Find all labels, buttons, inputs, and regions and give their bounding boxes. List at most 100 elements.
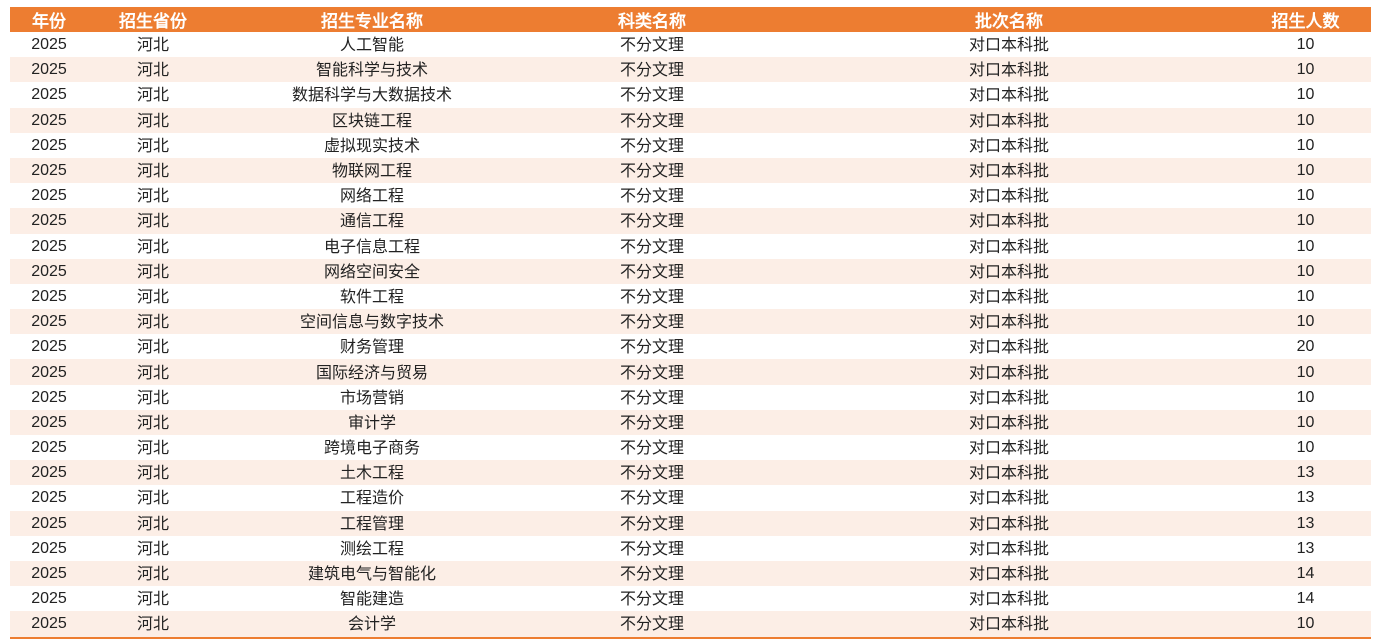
cell-quota: 10 — [1240, 208, 1371, 234]
cell-batch: 对口本科批 — [968, 538, 1049, 558]
cell-year: 2025 — [31, 187, 67, 205]
cell-major: 测绘工程 — [339, 538, 404, 558]
cell-province: 河北 — [136, 35, 169, 55]
cell-quota: 13 — [1240, 510, 1371, 536]
cell-year: 2025 — [31, 237, 67, 255]
cell-year: 2025 — [10, 560, 88, 587]
cell-batch: 对口本科批 — [778, 208, 1240, 234]
cell-quota: 10 — [1240, 409, 1371, 435]
cell-year: 2025 — [31, 388, 67, 406]
cell-batch: 对口本科批 — [968, 236, 1049, 256]
cell-year: 2025 — [31, 287, 67, 305]
cell-batch: 对口本科批 — [968, 286, 1049, 306]
cell-quota: 10 — [1296, 388, 1315, 406]
cell-year: 2025 — [31, 136, 67, 154]
cell-batch: 对口本科批 — [778, 157, 1240, 184]
cell-quota: 10 — [1296, 287, 1315, 305]
cell-year: 2025 — [10, 611, 88, 639]
cell-batch: 对口本科批 — [778, 57, 1240, 83]
cell-quota: 10 — [1296, 86, 1315, 104]
cell-year: 2025 — [31, 489, 67, 507]
cell-category: 不分文理 — [526, 107, 778, 133]
cell-major: 电子信息工程 — [323, 236, 420, 256]
cell-major: 审计学 — [218, 409, 526, 435]
cell-year: 2025 — [31, 338, 67, 356]
cell-province: 河北 — [136, 135, 169, 155]
cell-major: 财务管理 — [339, 337, 404, 357]
cell-province: 河北 — [136, 438, 169, 458]
table-row: 2025 河北 电子信息工程 不分文理 对口本科批 10 — [10, 234, 1371, 259]
cell-province: 河北 — [136, 337, 169, 357]
table-row: 2025 河北 工程造价 不分文理 对口本科批 13 — [10, 485, 1371, 510]
cell-category: 不分文理 — [619, 35, 684, 55]
table-row: 2025 河北 通信工程 不分文理 对口本科批 10 — [10, 208, 1371, 234]
cell-quota: 10 — [1240, 107, 1371, 133]
cell-batch: 对口本科批 — [778, 460, 1240, 486]
table-row: 2025 河北 土木工程 不分文理 对口本科批 13 — [10, 460, 1371, 486]
cell-major: 软件工程 — [339, 286, 404, 306]
cell-category: 不分文理 — [526, 460, 778, 486]
table-row: 2025 河北 跨境电子商务 不分文理 对口本科批 10 — [10, 435, 1371, 460]
cell-quota: 13 — [1296, 539, 1315, 557]
cell-batch: 对口本科批 — [968, 135, 1049, 155]
cell-major: 会计学 — [218, 611, 526, 639]
cell-batch: 对口本科批 — [778, 409, 1240, 435]
cell-quota: 10 — [1240, 359, 1371, 385]
table-row: 2025 河北 市场营销 不分文理 对口本科批 10 — [10, 385, 1371, 410]
cell-year: 2025 — [31, 86, 67, 104]
cell-category: 不分文理 — [619, 337, 684, 357]
cell-batch: 对口本科批 — [968, 438, 1049, 458]
cell-province: 河北 — [136, 488, 169, 508]
cell-quota: 10 — [1240, 157, 1371, 184]
table-row: 2025 河北 智能建造 不分文理 对口本科批 14 — [10, 586, 1371, 611]
cell-province: 河北 — [88, 57, 218, 83]
column-header-quota: 招生人数 — [1240, 7, 1371, 32]
cell-major: 虚拟现实技术 — [323, 135, 420, 155]
cell-province: 河北 — [136, 186, 169, 206]
cell-category: 不分文理 — [619, 186, 684, 206]
header-row: 年份 招生省份 招生专业名称 科类名称 批次名称 招生人数 — [10, 7, 1371, 32]
cell-province: 河北 — [88, 258, 218, 284]
cell-batch: 对口本科批 — [778, 107, 1240, 133]
table-row: 2025 河北 数据科学与大数据技术 不分文理 对口本科批 10 — [10, 82, 1371, 107]
cell-batch: 对口本科批 — [968, 589, 1049, 609]
table-row: 2025 河北 智能科学与技术 不分文理 对口本科批 10 — [10, 57, 1371, 83]
cell-quota: 10 — [1240, 309, 1371, 335]
cell-category: 不分文理 — [526, 510, 778, 536]
cell-major: 跨境电子商务 — [323, 438, 420, 458]
cell-year: 2025 — [31, 439, 67, 457]
cell-category: 不分文理 — [526, 258, 778, 284]
cell-category: 不分文理 — [619, 85, 684, 105]
cell-batch: 对口本科批 — [968, 337, 1049, 357]
cell-province: 河北 — [88, 157, 218, 184]
table-row: 2025 河北 网络工程 不分文理 对口本科批 10 — [10, 183, 1371, 208]
column-header-province: 招生省份 — [88, 7, 218, 32]
cell-batch: 对口本科批 — [778, 359, 1240, 385]
cell-province: 河北 — [88, 510, 218, 536]
cell-category: 不分文理 — [619, 538, 684, 558]
cell-quota: 14 — [1240, 560, 1371, 587]
cell-major: 土木工程 — [218, 460, 526, 486]
cell-category: 不分文理 — [619, 488, 684, 508]
cell-batch: 对口本科批 — [778, 510, 1240, 536]
cell-category: 不分文理 — [526, 611, 778, 639]
cell-category: 不分文理 — [526, 309, 778, 335]
cell-major: 网络工程 — [339, 186, 404, 206]
cell-quota: 20 — [1296, 338, 1315, 356]
admissions-table: 年份 招生省份 招生专业名称 科类名称 批次名称 招生人数 2025 河北 人工智能 不分文理对… — [10, 7, 1371, 639]
cell-quota: 10 — [1296, 187, 1315, 205]
cell-major: 物联网工程 — [218, 157, 526, 184]
table-row: 2025 河北 测绘工程 不分文理 对口本科批 13 — [10, 536, 1371, 561]
cell-province: 河北 — [88, 409, 218, 435]
cell-year: 2025 — [10, 57, 88, 83]
cell-quota: 14 — [1296, 590, 1315, 608]
cell-category: 不分文理 — [526, 57, 778, 83]
table-row: 2025 河北 空间信息与数字技术 不分文理 对口本科批 10 — [10, 309, 1371, 335]
cell-major: 工程造价 — [339, 488, 404, 508]
table-row: 2025 河北 工程管理 不分文理 对口本科批 13 — [10, 510, 1371, 536]
cell-batch: 对口本科批 — [778, 258, 1240, 284]
cell-province: 河北 — [136, 85, 169, 105]
cell-province: 河北 — [88, 611, 218, 639]
table-row: 2025 河北 审计学 不分文理 对口本科批 10 — [10, 409, 1371, 435]
cell-category: 不分文理 — [619, 387, 684, 407]
